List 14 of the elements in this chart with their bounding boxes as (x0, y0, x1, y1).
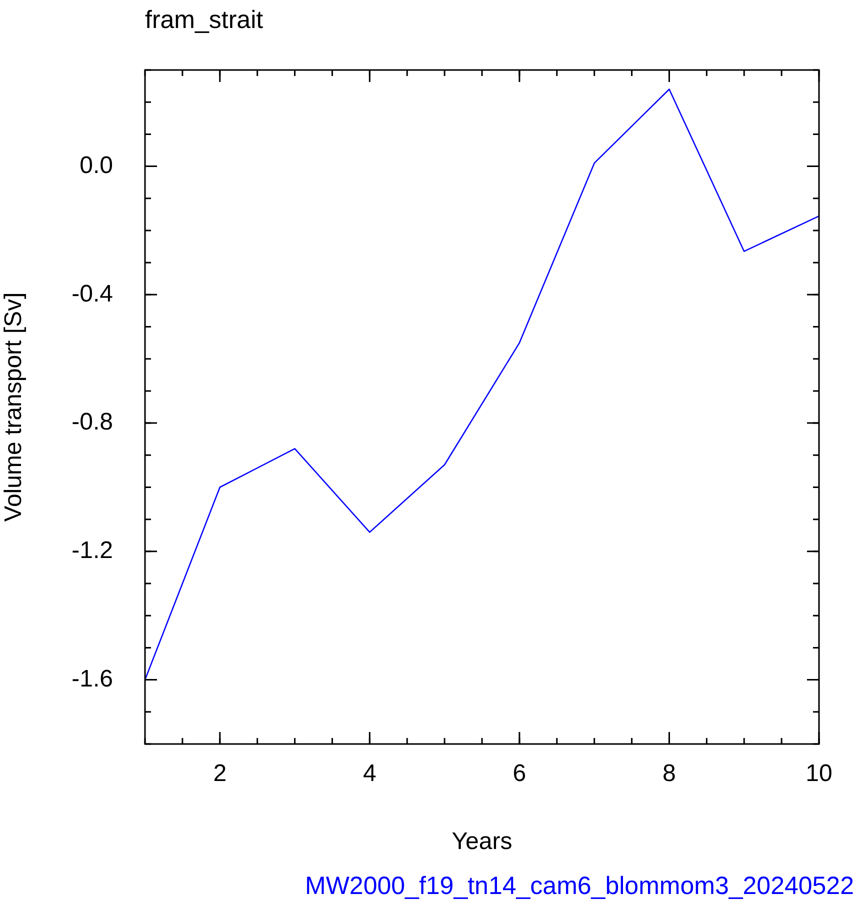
x-axis-title: Years (452, 828, 512, 856)
y-tick-label: -1.6 (72, 665, 113, 692)
y-tick-label: -1.2 (72, 537, 113, 564)
chart-title: fram_strait (145, 6, 264, 35)
x-tick-label: 10 (806, 760, 832, 788)
x-tick-label: 6 (512, 760, 526, 788)
x-tick-label: 8 (662, 760, 676, 788)
y-axis-title: Volume transport [Sv] (0, 292, 28, 522)
x-tick-label: 4 (362, 760, 376, 788)
y-tick-label: 0.0 (80, 152, 113, 179)
y-tick-label: -0.4 (72, 280, 113, 308)
x-tick-label: 2 (213, 760, 227, 788)
y-tick-label: -0.8 (72, 408, 113, 436)
text: MW2000_f19_tn14_cam6_blommom3_20240522 (305, 872, 854, 901)
